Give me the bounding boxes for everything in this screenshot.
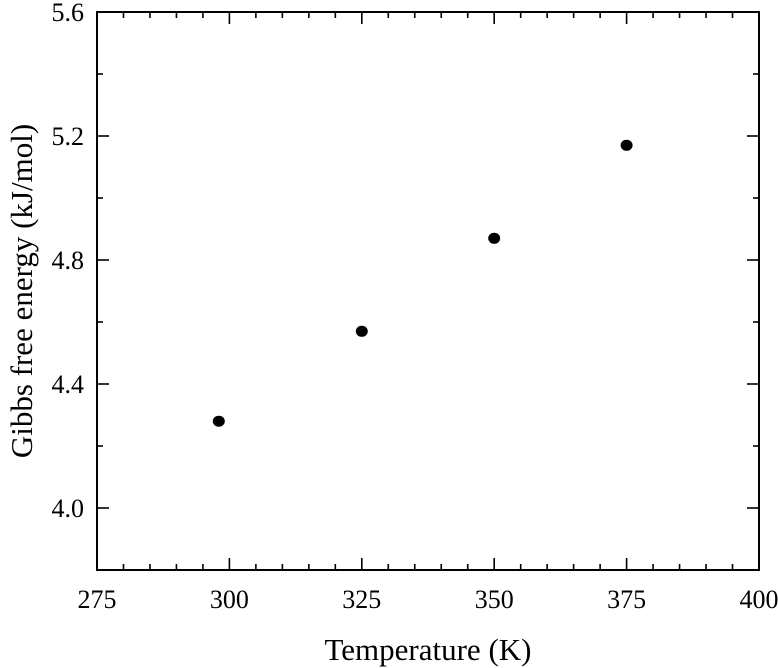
y-tick-label: 4.8 [52, 246, 85, 275]
x-tick-label: 275 [78, 585, 117, 614]
x-tick-label: 325 [342, 585, 381, 614]
x-tick-label: 300 [210, 585, 249, 614]
y-tick-label: 5.2 [52, 122, 85, 151]
y-tick-label: 4.0 [52, 494, 85, 523]
data-point [355, 325, 368, 337]
y-tick-label: 4.4 [52, 370, 85, 399]
data-point [620, 139, 633, 151]
data-point [212, 415, 225, 427]
x-tick-label: 400 [740, 585, 778, 614]
data-point [488, 232, 501, 244]
x-tick-label: 350 [475, 585, 514, 614]
y-tick-label: 5.6 [52, 0, 85, 27]
plot-frame [96, 11, 760, 571]
y-axis-title: Gibbs free energy (kJ/mol) [4, 124, 39, 458]
x-tick-label: 375 [607, 585, 646, 614]
y-axis-ticks [97, 11, 759, 571]
x-axis-ticks [96, 12, 760, 570]
y-axis-tick-labels: 4.0 4.4 4.8 5.2 5.6 [52, 0, 85, 523]
data-points [212, 139, 633, 427]
x-axis-title: Temperature (K) [325, 632, 532, 667]
x-axis-tick-labels: 275 300 325 350 375 400 [78, 585, 778, 614]
